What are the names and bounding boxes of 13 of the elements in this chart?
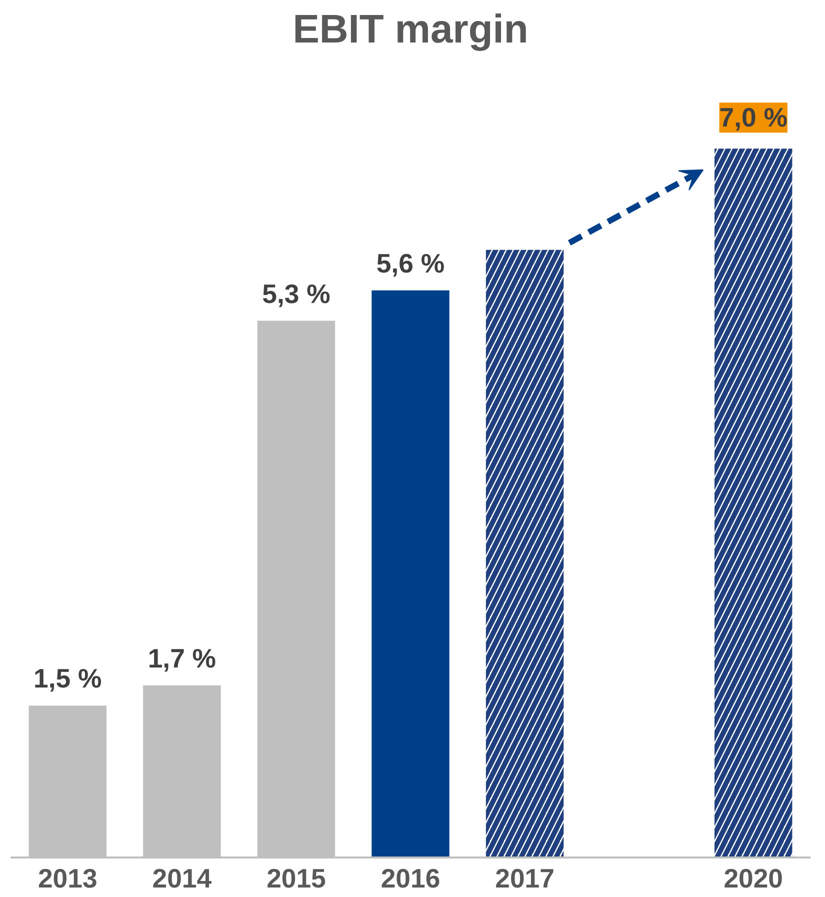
bar bbox=[372, 290, 450, 858]
data-label: 7,0 % bbox=[719, 102, 788, 133]
data-label: 1,7 % bbox=[148, 643, 216, 674]
x-tick-label: 2016 bbox=[380, 864, 440, 894]
data-label: 5,6 % bbox=[376, 248, 445, 278]
x-tick-label: 2017 bbox=[495, 864, 554, 894]
data-label: 5,3 % bbox=[262, 278, 330, 309]
x-tick-label: 2013 bbox=[38, 864, 98, 894]
x-tick-label: 2014 bbox=[152, 864, 212, 894]
chart-title: EBIT margin bbox=[292, 8, 528, 52]
x-tick-label: 2015 bbox=[266, 864, 326, 894]
x-tick-label: 2020 bbox=[724, 864, 784, 894]
data-label: 1,5 % bbox=[34, 664, 102, 694]
